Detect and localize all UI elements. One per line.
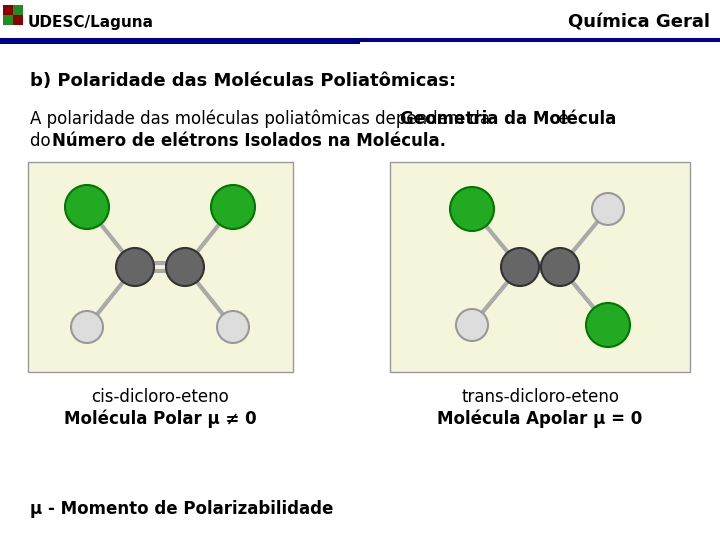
Circle shape: [586, 303, 630, 347]
Text: cis-dicloro-eteno: cis-dicloro-eteno: [91, 388, 229, 406]
FancyBboxPatch shape: [0, 0, 720, 38]
Text: Número de elétrons Isolados na Molécula.: Número de elétrons Isolados na Molécula.: [52, 132, 446, 150]
Circle shape: [592, 193, 624, 225]
FancyBboxPatch shape: [390, 162, 690, 372]
FancyBboxPatch shape: [3, 5, 13, 15]
Text: e: e: [548, 110, 569, 128]
Text: Molécula Polar μ ≠ 0: Molécula Polar μ ≠ 0: [63, 410, 256, 429]
FancyBboxPatch shape: [28, 162, 293, 372]
Circle shape: [71, 311, 103, 343]
Circle shape: [541, 248, 579, 286]
Text: Molécula Apolar μ = 0: Molécula Apolar μ = 0: [437, 410, 643, 429]
FancyBboxPatch shape: [0, 44, 720, 540]
FancyBboxPatch shape: [13, 15, 23, 25]
Text: Química Geral: Química Geral: [568, 13, 710, 31]
Text: μ - Momento de Polarizabilidade: μ - Momento de Polarizabilidade: [30, 500, 333, 518]
Text: Geometria da Molécula: Geometria da Molécula: [400, 110, 616, 128]
Circle shape: [450, 187, 494, 231]
Text: do: do: [30, 132, 56, 150]
Circle shape: [116, 248, 154, 286]
Circle shape: [217, 311, 249, 343]
FancyBboxPatch shape: [0, 38, 720, 42]
Circle shape: [65, 185, 109, 229]
Circle shape: [456, 309, 488, 341]
FancyBboxPatch shape: [3, 15, 13, 25]
Text: UDESC/Laguna: UDESC/Laguna: [28, 15, 154, 30]
Circle shape: [211, 185, 255, 229]
FancyBboxPatch shape: [0, 42, 360, 44]
Text: trans-dicloro-eteno: trans-dicloro-eteno: [461, 388, 619, 406]
Text: b) Polaridade das Moléculas Poliatômicas:: b) Polaridade das Moléculas Poliatômicas…: [30, 72, 456, 90]
Circle shape: [166, 248, 204, 286]
Text: A polaridade das moléculas poliatômicas dependem da: A polaridade das moléculas poliatômicas …: [30, 110, 495, 129]
Circle shape: [501, 248, 539, 286]
FancyBboxPatch shape: [13, 5, 23, 15]
